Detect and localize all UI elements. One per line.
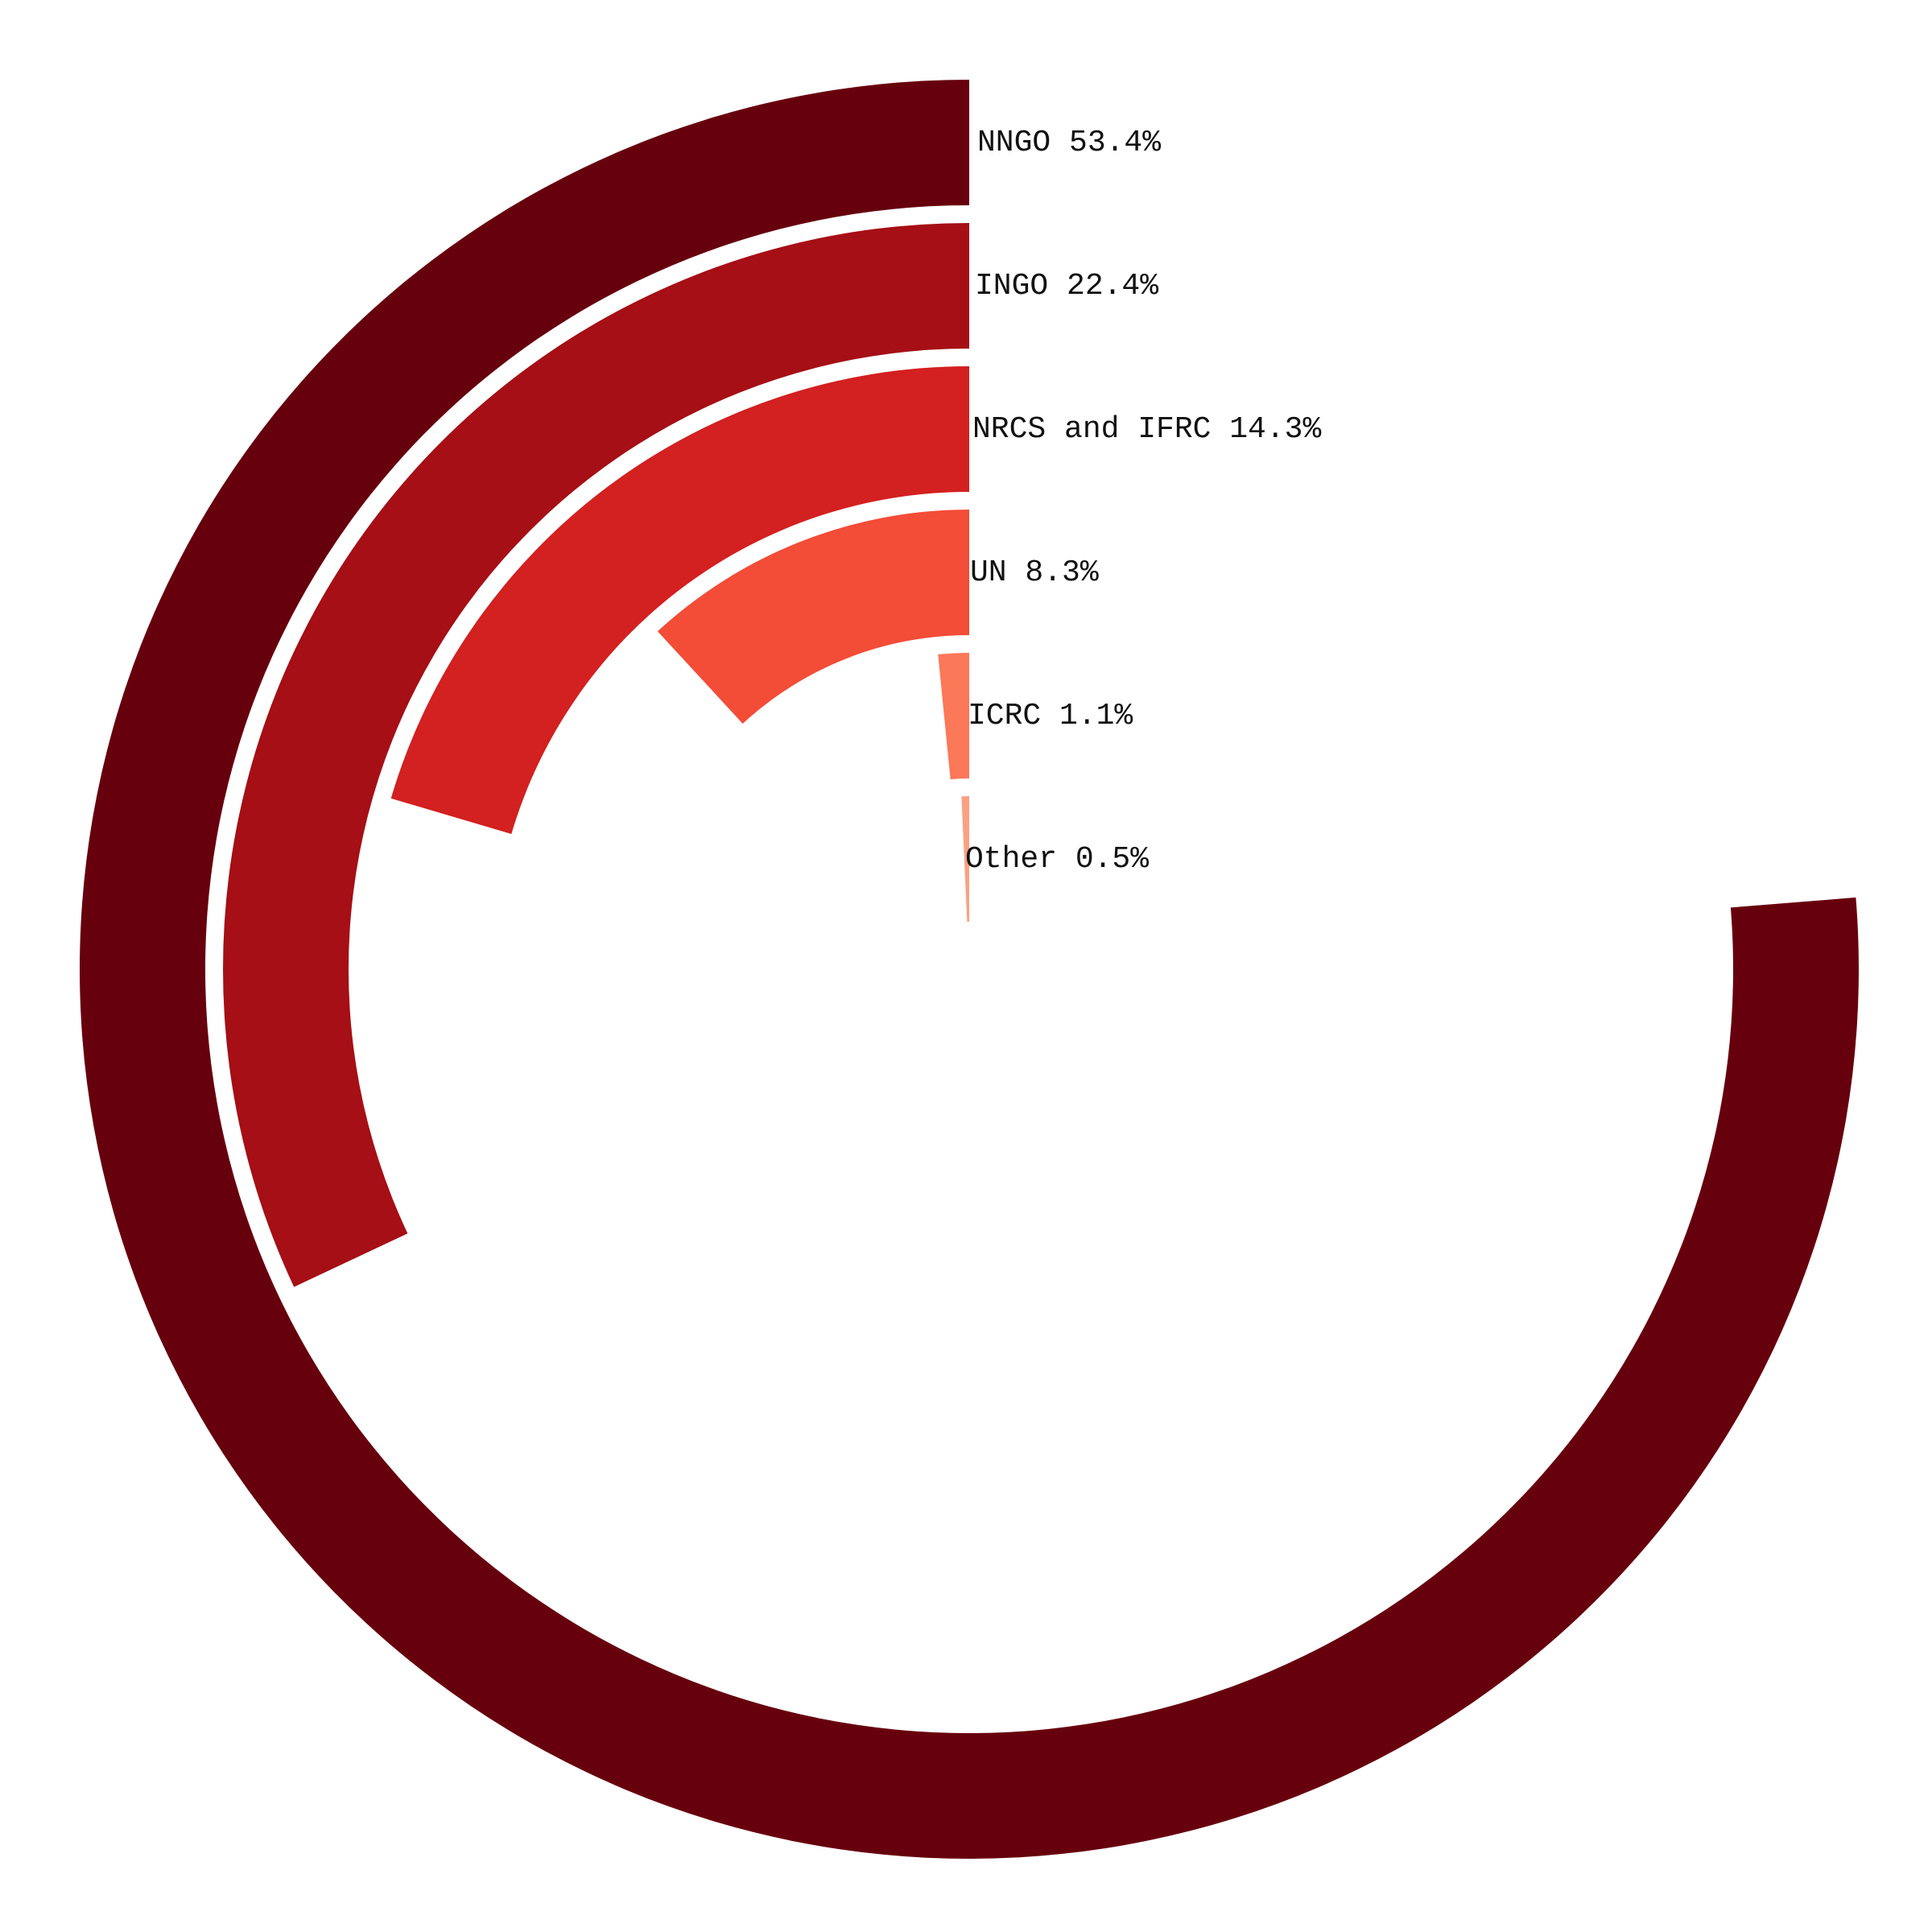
ring-arc-ingo bbox=[223, 223, 969, 1287]
ring-labels: NNGO 53.4% INGO 22.4% NRCS and IFRC 14.3% U… bbox=[965, 126, 1321, 877]
ring-arc-un bbox=[657, 510, 969, 724]
ring-label-nngo: NNGO 53.4% bbox=[977, 126, 1161, 160]
ring-label-nrcs-and-ifrc: NRCS and IFRC 14.3% bbox=[972, 412, 1321, 447]
ring-label-ingo: INGO 22.4% bbox=[975, 269, 1158, 303]
ring-label-icrc: ICRC 1.1% bbox=[968, 699, 1133, 733]
ring-arcs bbox=[79, 80, 1859, 1859]
ring-arc-nrcs-and-ifrc bbox=[390, 366, 970, 835]
ring-arc-other bbox=[961, 796, 969, 923]
ring-arc-icrc bbox=[938, 653, 969, 780]
ring-label-other: Other 0.5% bbox=[965, 842, 1149, 877]
ring-label-un: UN 8.3% bbox=[970, 555, 1099, 590]
